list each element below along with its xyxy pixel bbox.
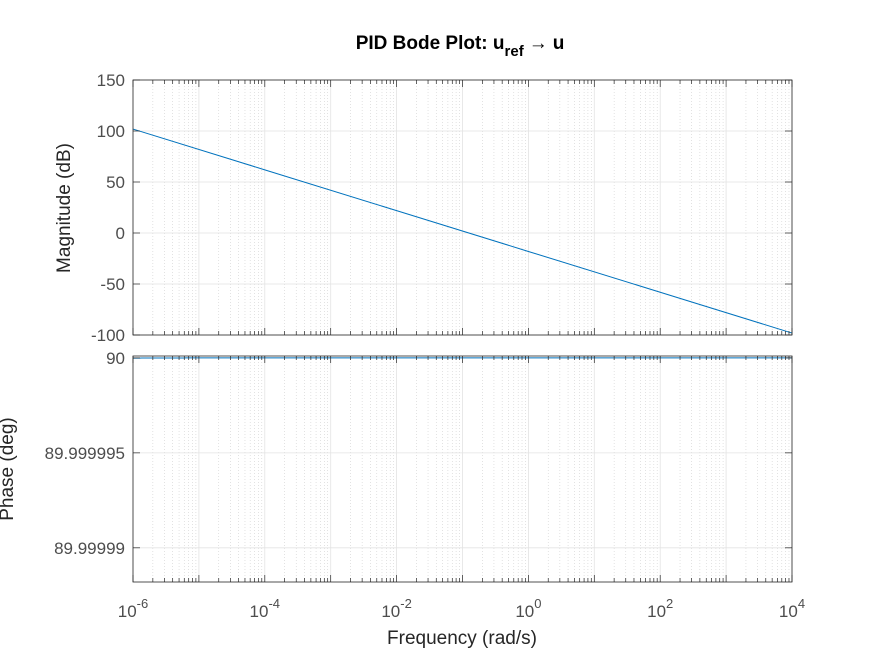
phase-ticks: 89.99999 89.999995 90 10-6 10-4 10-2 100 102 104 <box>45 349 805 621</box>
title-arrow: → <box>529 33 548 54</box>
title-subscript: ref <box>505 43 525 60</box>
magnitude-series <box>132 128 793 334</box>
frequency-xtick-label: 10-6 <box>118 596 148 621</box>
phase-axes: 89.99999 89.999995 90 10-6 10-4 10-2 100 102 104… <box>0 349 805 649</box>
phase-ytick-label: 90 <box>106 349 125 368</box>
magnitude-line <box>132 128 793 334</box>
magnitude-axes: -100 -50 0 50 100 150 Magnitude (dB) <box>54 71 793 345</box>
magnitude-ytick-label: 100 <box>97 122 125 141</box>
title-end: u <box>553 33 565 54</box>
title-main: PID Bode Plot: u <box>356 33 505 54</box>
phase-ytick-label: 89.99999 <box>54 539 125 558</box>
magnitude-ytick-label: 50 <box>106 173 125 192</box>
frequency-xlabel: Frequency (rad/s) <box>387 628 537 649</box>
phase-ytick-label: 89.999995 <box>45 444 125 463</box>
frequency-xtick-label: 10-2 <box>381 596 411 621</box>
magnitude-ytick-label: 0 <box>116 224 125 243</box>
frequency-xtick-label: 100 <box>515 596 541 621</box>
chart-title: PID Bode Plot: uref → u <box>356 33 565 60</box>
magnitude-ylabel: Magnitude (dB) <box>54 143 75 273</box>
frequency-xtick-label: 10-4 <box>250 596 280 621</box>
phase-ylabel: Phase (deg) <box>0 417 18 521</box>
magnitude-ytick-label: -50 <box>100 275 125 294</box>
frequency-xtick-label: 104 <box>779 596 805 621</box>
magnitude-ytick-label: 150 <box>97 71 125 90</box>
magnitude-ticks: -100 -50 0 50 100 150 <box>91 71 793 345</box>
magnitude-ytick-label: -100 <box>91 326 125 345</box>
frequency-xtick-label: 102 <box>647 596 673 621</box>
